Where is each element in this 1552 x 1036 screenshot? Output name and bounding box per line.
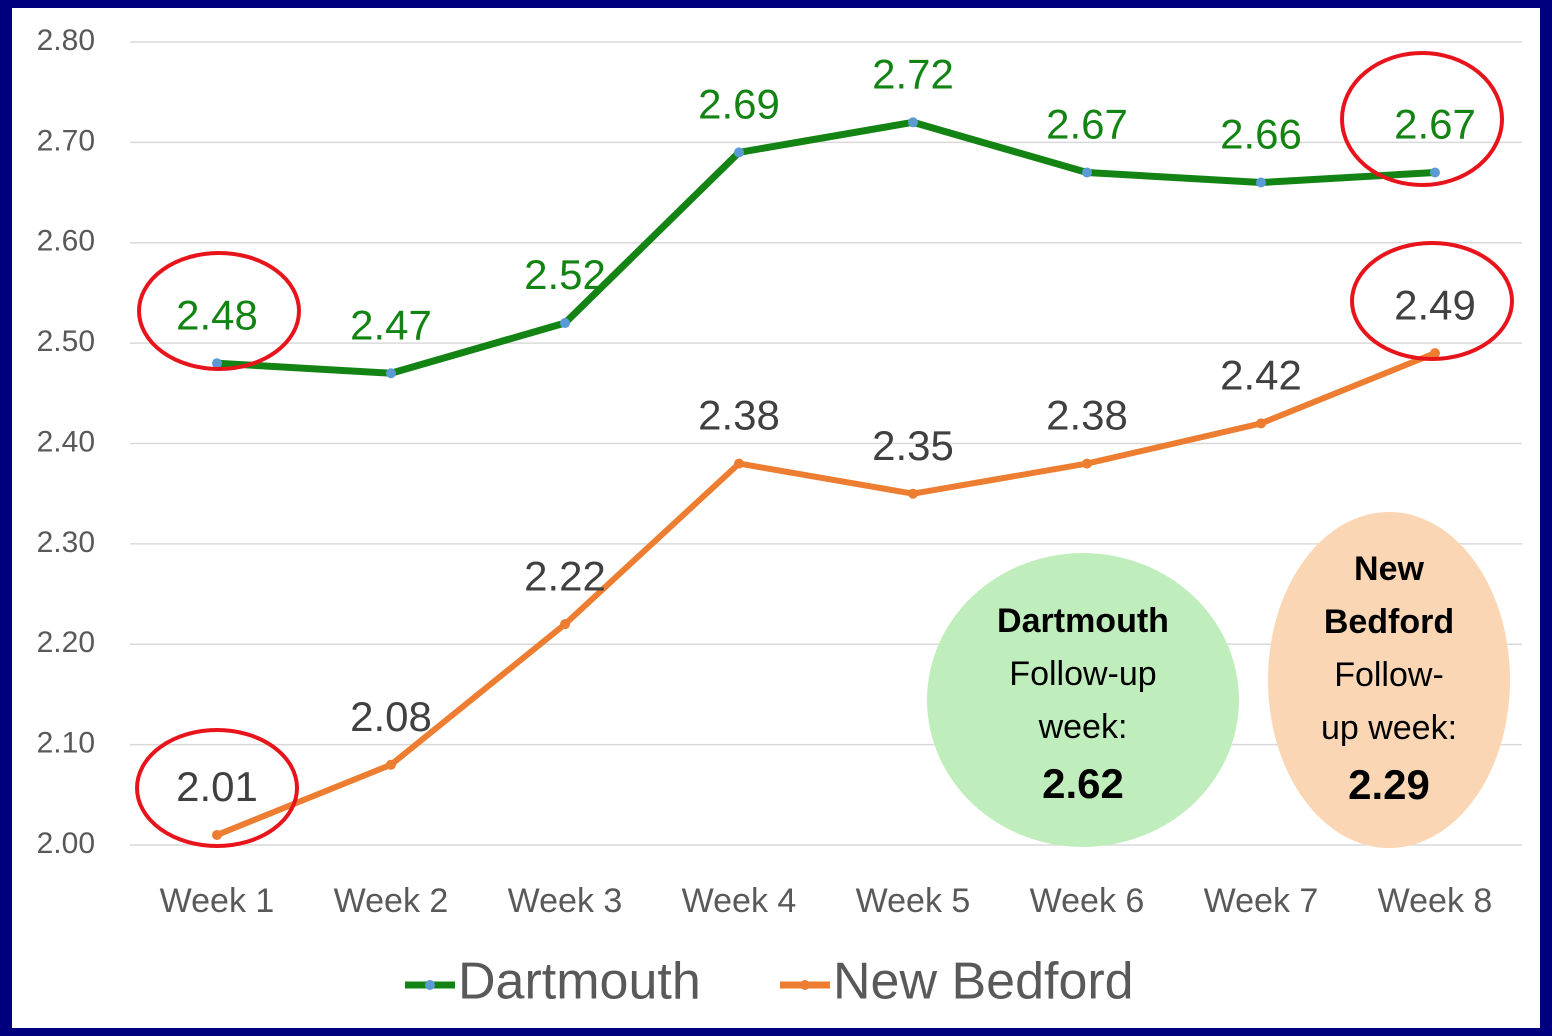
annotation-bubble bbox=[927, 553, 1239, 847]
point bbox=[1430, 348, 1440, 359]
data-label: 2.38 bbox=[698, 392, 780, 439]
highlight-ring bbox=[1340, 51, 1504, 187]
y-tick-label: 2.50 bbox=[37, 325, 95, 358]
legend-label: Dartmouth bbox=[458, 953, 701, 1011]
y-tick-label: 2.10 bbox=[37, 727, 95, 760]
y-tick-label: 2.30 bbox=[37, 526, 95, 559]
data-label: 2.47 bbox=[350, 301, 432, 348]
y-tick-label: 2.00 bbox=[37, 827, 95, 860]
highlight-ring bbox=[137, 251, 301, 371]
legend-label: New Bedford bbox=[833, 953, 1134, 1011]
point bbox=[1082, 458, 1092, 469]
annotation-text: up week: bbox=[1321, 709, 1457, 747]
point bbox=[908, 117, 918, 128]
x-tick-label: Week 2 bbox=[334, 882, 449, 920]
annotation-text: Follow- bbox=[1334, 656, 1444, 694]
y-tick-label: 2.40 bbox=[37, 425, 95, 458]
point bbox=[734, 458, 744, 469]
data-label: 2.42 bbox=[1220, 352, 1302, 399]
y-tick-label: 2.60 bbox=[37, 225, 95, 258]
x-tick-label: Week 3 bbox=[508, 882, 623, 920]
data-label: 2.01 bbox=[176, 763, 258, 810]
data-label: 2.08 bbox=[350, 693, 432, 740]
grid bbox=[130, 41, 1522, 846]
x-tick-label: Week 6 bbox=[1030, 882, 1145, 920]
annotation-value: 2.29 bbox=[1348, 761, 1430, 808]
y-tick-label: 2.70 bbox=[37, 124, 95, 157]
point bbox=[560, 619, 570, 630]
data-label: 2.38 bbox=[1046, 392, 1128, 439]
x-tick-label: Week 7 bbox=[1204, 882, 1319, 920]
annotation-name: Dartmouth bbox=[997, 602, 1169, 640]
data-label: 2.66 bbox=[1220, 111, 1302, 158]
highlight-ring bbox=[135, 728, 299, 848]
data-label: 2.72 bbox=[872, 50, 954, 97]
point bbox=[1256, 418, 1266, 429]
highlight-rings bbox=[135, 51, 1514, 848]
legend-marker bbox=[800, 980, 810, 990]
point bbox=[734, 147, 744, 158]
point bbox=[1430, 167, 1440, 178]
y-tick-label: 2.20 bbox=[37, 626, 95, 659]
annotation-name: Bedford bbox=[1324, 603, 1454, 641]
data-label: 2.69 bbox=[698, 81, 780, 128]
chart-area bbox=[12, 8, 1540, 1028]
point bbox=[1082, 167, 1092, 178]
point bbox=[1256, 177, 1266, 188]
annotation-name: New bbox=[1354, 550, 1424, 588]
point bbox=[908, 488, 918, 499]
data-label: 2.48 bbox=[176, 291, 258, 338]
x-tick-label: Week 5 bbox=[856, 882, 971, 920]
point bbox=[212, 829, 222, 840]
highlight-ring bbox=[1350, 241, 1514, 361]
data-label: 2.49 bbox=[1394, 281, 1476, 328]
point bbox=[386, 368, 396, 379]
data-label: 2.67 bbox=[1046, 101, 1128, 148]
data-label: 2.52 bbox=[524, 251, 606, 298]
data-label: 2.22 bbox=[524, 552, 606, 599]
annotation-bubble bbox=[1268, 512, 1510, 848]
point bbox=[212, 358, 222, 369]
x-tick-label: Week 8 bbox=[1378, 882, 1493, 920]
data-label: 2.35 bbox=[872, 422, 954, 469]
x-tick-label: Week 1 bbox=[160, 882, 275, 920]
point bbox=[560, 318, 570, 329]
annotation-value: 2.62 bbox=[1042, 760, 1124, 807]
y-tick-label: 2.80 bbox=[37, 24, 95, 57]
annotations: Dartmouth Follow-up week: 2.62 New Bedford Fol… bbox=[927, 512, 1510, 848]
annotation-text: week: bbox=[1038, 708, 1128, 746]
legend-marker bbox=[425, 980, 435, 990]
x-tick-label: Week 4 bbox=[682, 882, 797, 920]
series-line bbox=[216, 118, 1436, 377]
point bbox=[386, 759, 396, 770]
annotation-text: Follow-up bbox=[1009, 655, 1156, 693]
labels: 2.00 2.10 2.20 2.30 2.40 2.50 2.60 2.70 2.80 Week… bbox=[37, 24, 1493, 1011]
series-line bbox=[215, 350, 1437, 838]
data-label: 2.67 bbox=[1394, 101, 1476, 148]
lines bbox=[212, 117, 1440, 840]
